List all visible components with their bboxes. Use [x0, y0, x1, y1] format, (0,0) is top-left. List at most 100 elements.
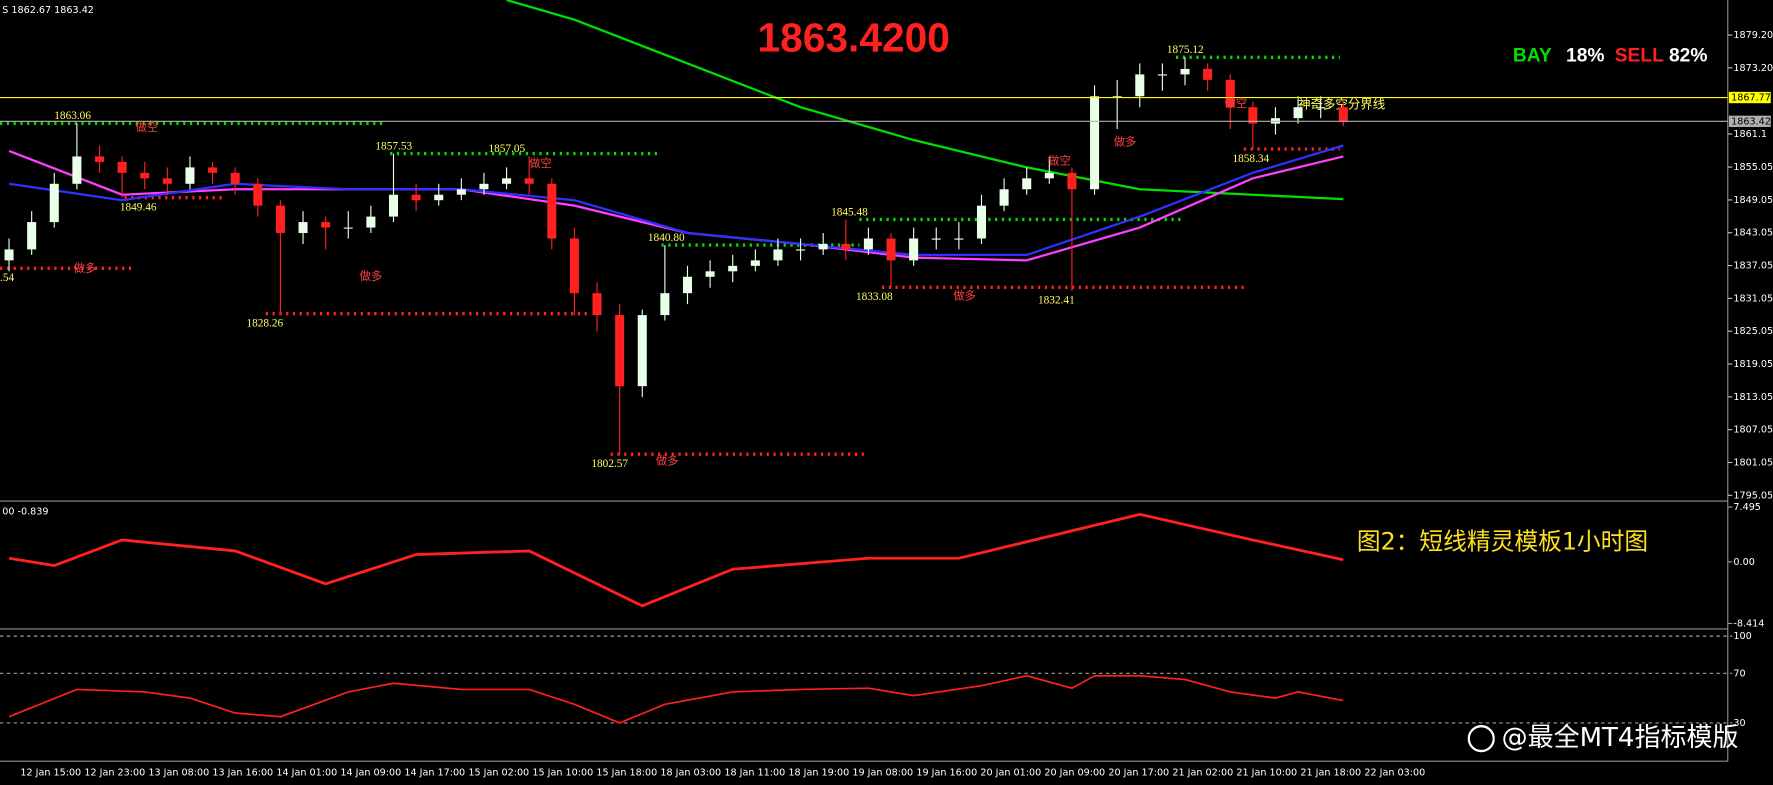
signal-label: 做多	[1114, 135, 1137, 149]
level-label: .54	[0, 272, 14, 284]
candle-body	[547, 183, 557, 239]
level-label: 1849.46	[120, 201, 157, 213]
candle-body	[1248, 107, 1258, 124]
candle-body	[592, 293, 602, 316]
y-tick-label: 30	[1733, 718, 1745, 729]
candle-body	[841, 243, 851, 250]
candle-body	[230, 172, 240, 184]
bay-label: BAY	[1513, 46, 1552, 67]
candle-body	[976, 205, 987, 239]
candle-body	[434, 194, 444, 201]
candle-body	[366, 216, 376, 228]
y-tick-label: 1819.05	[1733, 359, 1773, 370]
x-tick-label: 19 Jan 08:00	[852, 768, 913, 779]
candle-body	[162, 178, 172, 184]
candle-body	[49, 183, 59, 223]
x-tick-label: 21 Jan 18:00	[1300, 768, 1361, 779]
candle-body	[321, 222, 331, 228]
watermark: @最全MT4指标模版	[1502, 723, 1739, 753]
candle-body	[1067, 172, 1077, 190]
candle-body	[388, 194, 399, 217]
price-box-label: 1863.42	[1731, 116, 1771, 127]
caption: 图2：短线精灵模板1小时图	[1357, 527, 1648, 555]
y-tick-label: 70	[1733, 668, 1745, 679]
level-label: 1840.80	[648, 232, 685, 244]
x-tick-label: 22 Jan 03:00	[1364, 768, 1425, 779]
signal-label: 做空	[1048, 154, 1071, 168]
candle-body	[1203, 68, 1213, 80]
candle-body	[863, 238, 873, 250]
signal-label: 做多	[73, 261, 96, 275]
y-tick-label: 1801.05	[1733, 457, 1773, 468]
candle-body	[298, 222, 308, 234]
x-tick-label: 14 Jan 01:00	[276, 768, 337, 779]
y-tick-label: 1879.20	[1733, 30, 1773, 41]
x-tick-label: 14 Jan 09:00	[340, 768, 401, 779]
candle-body	[1157, 74, 1167, 76]
candle-body	[1316, 107, 1326, 109]
price-box	[1728, 115, 1771, 127]
candle-body	[1293, 107, 1303, 119]
x-tick-label: 18 Jan 03:00	[660, 768, 721, 779]
candle-body	[456, 189, 466, 195]
x-tick-label: 12 Jan 23:00	[84, 768, 145, 779]
candle-body	[773, 249, 783, 261]
candle-body	[660, 293, 670, 316]
x-tick-label: 21 Jan 02:00	[1172, 768, 1233, 779]
x-tick-label: 12 Jan 15:00	[20, 768, 81, 779]
candle-body	[682, 276, 693, 294]
candle-body	[185, 167, 195, 184]
candle-body	[1180, 68, 1190, 75]
x-tick-label: 20 Jan 01:00	[980, 768, 1041, 779]
candle-body	[728, 265, 738, 272]
level-label: 1845.48	[831, 206, 868, 218]
y-tick-label: 1825.05	[1733, 326, 1773, 337]
signal-label: 做多	[953, 288, 976, 302]
candle-body	[637, 315, 647, 387]
signal-label: 做多	[360, 269, 383, 283]
candle-body	[94, 156, 105, 162]
candle-body	[253, 183, 263, 206]
x-tick-label: 15 Jan 18:00	[596, 768, 657, 779]
candle-body	[72, 156, 82, 184]
y-tick-label: 0.00	[1733, 557, 1754, 568]
y-tick-label: 1849.05	[1733, 195, 1773, 206]
level-label: 1875.12	[1167, 44, 1204, 56]
y-tick-label: 1795.05	[1733, 490, 1773, 501]
candle-body	[1090, 96, 1100, 190]
candle-body	[27, 222, 37, 250]
candle-body	[275, 205, 285, 234]
y-tick-label: 1855.05	[1733, 162, 1773, 173]
candle-body	[886, 238, 896, 261]
x-tick-label: 15 Jan 02:00	[468, 768, 529, 779]
level-label: 1858.34	[1233, 153, 1270, 165]
y-tick-label: 1831.05	[1733, 293, 1773, 304]
indicator-line	[8, 512, 1344, 608]
candle-body	[569, 238, 579, 294]
candle-body	[750, 260, 760, 266]
candle-body	[140, 172, 150, 179]
x-tick-label: 18 Jan 19:00	[788, 768, 849, 779]
y-tick-label: 1807.05	[1733, 425, 1773, 436]
candle-body	[1338, 107, 1348, 122]
candle-body	[1044, 172, 1054, 179]
candle-body	[999, 189, 1009, 206]
candle-body	[615, 315, 625, 387]
candle-body	[343, 227, 353, 229]
price-box	[1728, 91, 1771, 104]
candle-body	[411, 194, 421, 201]
level-label: 1828.26	[247, 317, 284, 329]
candle-body	[208, 167, 218, 173]
y-tick-label: -8.414	[1733, 618, 1764, 629]
sell-percent: 82%	[1669, 46, 1707, 67]
level-label: 1857.05	[488, 143, 525, 155]
candle-body	[705, 271, 715, 277]
candle-body	[524, 178, 534, 184]
signal-label: 做空	[1225, 96, 1248, 110]
candle-body	[4, 249, 14, 261]
x-tick-label: 19 Jan 16:00	[916, 768, 977, 779]
y-tick-label: 100	[1733, 631, 1751, 642]
y-tick-label: 7.495	[1733, 502, 1761, 513]
y-tick-label: 1873.20	[1733, 63, 1773, 74]
